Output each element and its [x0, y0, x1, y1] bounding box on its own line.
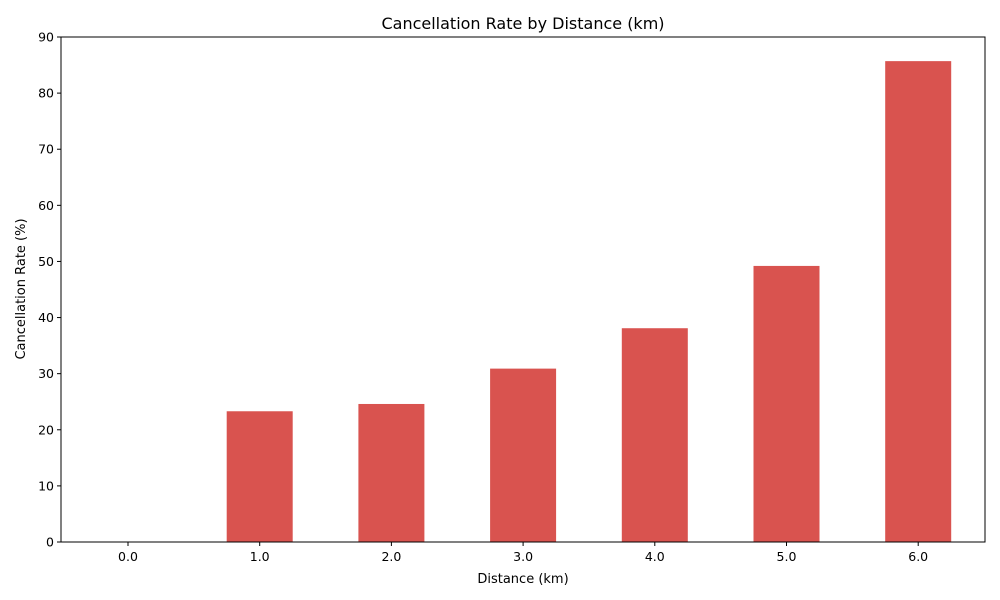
bar-6.0: [885, 61, 952, 542]
bar-5.0: [753, 265, 820, 542]
y-tick-label: 30: [38, 366, 54, 381]
x-tick-label: 4.0: [645, 549, 665, 564]
y-tick-label: 40: [38, 310, 54, 325]
y-tick-label: 20: [38, 422, 54, 437]
y-tick-label: 0: [46, 535, 54, 550]
bar-2.0: [358, 403, 425, 542]
bars-group: [226, 61, 952, 542]
y-tick-label: 10: [38, 478, 54, 493]
x-tick-label: 1.0: [250, 549, 270, 564]
y-tick-label: 80: [38, 86, 54, 101]
x-axis-label: Distance (km): [477, 572, 568, 587]
x-tick-label: 3.0: [513, 549, 533, 564]
bar-3.0: [490, 368, 557, 542]
x-axis-ticks: 0.0 1.0 2.0 3.0 4.0 5.0 6.0: [118, 542, 928, 564]
x-tick-label: 0.0: [118, 549, 138, 564]
y-axis-label: Cancellation Rate (%): [14, 218, 29, 359]
y-axis-ticks: 0 10 20 30 40 50 60 70 80 90: [38, 30, 61, 550]
bar-4.0: [621, 328, 688, 542]
y-tick-label: 70: [38, 142, 54, 157]
x-tick-label: 2.0: [381, 549, 401, 564]
y-tick-label: 60: [38, 198, 54, 213]
y-tick-label: 50: [38, 254, 54, 269]
x-tick-label: 6.0: [908, 549, 928, 564]
chart-title: Cancellation Rate by Distance (km): [381, 14, 664, 33]
bar-1.0: [226, 411, 293, 542]
y-tick-label: 90: [38, 30, 54, 45]
x-tick-label: 5.0: [777, 549, 797, 564]
plot-frame: [60, 36, 986, 543]
